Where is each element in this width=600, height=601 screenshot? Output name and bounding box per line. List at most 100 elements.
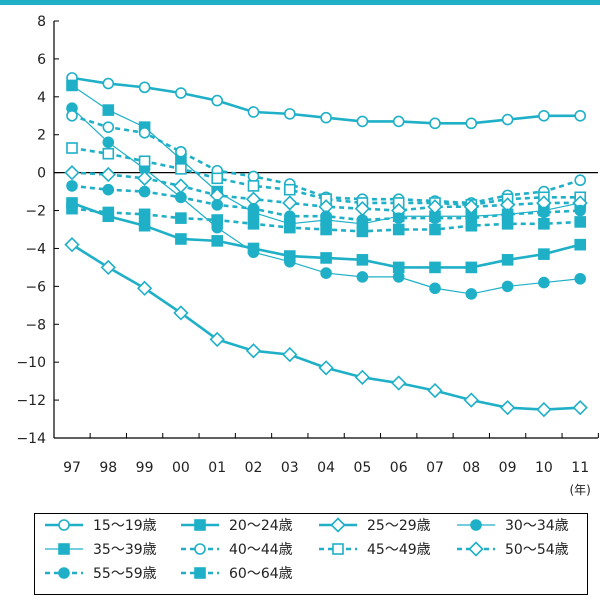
data-point — [538, 206, 550, 219]
data-point — [354, 369, 371, 385]
data-point — [574, 174, 587, 187]
data-point — [211, 199, 223, 211]
data-point — [283, 221, 296, 234]
legend-label: 55〜59歳 — [93, 566, 157, 582]
legend-marker — [468, 541, 484, 557]
legend-entry: 60〜64歳 — [179, 562, 293, 584]
data-point — [64, 237, 80, 253]
legend-swatch — [45, 519, 83, 531]
data-point — [392, 261, 405, 274]
data-point — [102, 136, 115, 149]
series-9 — [66, 180, 587, 226]
x-tick-label: 02 — [245, 460, 263, 476]
data-point — [465, 288, 478, 300]
y-tick-label: 0 — [37, 166, 46, 182]
legend-marker — [330, 517, 346, 533]
data-point — [211, 235, 223, 247]
y-tick-label: −2 — [25, 204, 46, 220]
legend-label: 35〜39歳 — [93, 542, 157, 558]
y-tick-label: −6 — [25, 279, 46, 295]
data-point — [320, 267, 332, 279]
data-point — [538, 248, 550, 260]
legend-marker — [58, 567, 70, 579]
data-point — [175, 212, 187, 224]
data-point — [392, 212, 405, 224]
data-point — [356, 254, 369, 266]
data-point — [209, 331, 225, 348]
legend-marker — [58, 543, 70, 555]
y-tick-label: −14 — [16, 431, 46, 447]
data-point — [318, 360, 334, 376]
legend-entry: 15〜19歳 — [43, 514, 157, 536]
data-point — [102, 121, 115, 133]
legend-label: 40〜44歳 — [229, 542, 293, 558]
data-point — [66, 142, 78, 154]
data-point — [247, 218, 260, 230]
data-point — [501, 218, 514, 230]
data-point — [392, 271, 405, 283]
x-tick-label: 07 — [426, 460, 444, 476]
data-point — [572, 400, 588, 416]
legend-label: 20〜24歳 — [229, 518, 293, 534]
x-tick-label: 00 — [172, 460, 190, 476]
data-point — [211, 172, 223, 185]
data-point — [427, 382, 443, 399]
series-4 — [66, 102, 587, 300]
series-10 — [66, 202, 587, 238]
data-point — [247, 180, 260, 192]
data-point — [245, 343, 262, 359]
data-point — [501, 280, 514, 293]
data-point — [282, 195, 298, 211]
data-point — [102, 183, 115, 196]
data-point — [574, 109, 587, 122]
data-point — [429, 282, 441, 295]
data-point — [465, 117, 478, 130]
data-point — [320, 223, 332, 236]
data-point — [66, 202, 78, 215]
data-point — [320, 210, 332, 223]
data-point — [465, 261, 478, 274]
x-tick-label: 06 — [390, 460, 408, 476]
data-point — [175, 233, 187, 245]
series-8 — [64, 165, 588, 219]
data-point — [102, 77, 115, 90]
x-tick-label: 03 — [281, 460, 299, 476]
legend-label: 15〜19歳 — [93, 518, 157, 534]
legend-marker — [58, 519, 70, 531]
data-point — [282, 346, 298, 363]
legend-swatch — [457, 519, 495, 531]
data-point — [173, 178, 189, 194]
data-point — [320, 111, 332, 124]
data-point — [102, 147, 115, 160]
data-point — [138, 155, 151, 168]
data-point — [320, 252, 332, 264]
data-point — [392, 115, 405, 128]
data-point — [283, 183, 296, 196]
legend-swatch — [319, 543, 357, 555]
data-point — [138, 185, 151, 198]
data-point — [538, 218, 550, 230]
data-point — [247, 246, 260, 259]
data-point — [247, 170, 260, 183]
legend-marker — [470, 519, 482, 531]
x-tick-label: 08 — [462, 460, 480, 476]
y-tick-label: 6 — [37, 52, 46, 68]
x-tick-label: 98 — [99, 460, 117, 476]
data-point — [175, 87, 187, 99]
data-point — [283, 210, 296, 223]
data-point — [429, 261, 441, 274]
data-point — [66, 109, 78, 122]
legend-label: 45〜49歳 — [367, 542, 431, 558]
x-tick-label: 09 — [499, 460, 517, 476]
data-point — [138, 219, 151, 232]
x-tick-label: 11 — [571, 460, 589, 476]
legend-entry: 20〜24歳 — [179, 514, 293, 536]
series-1 — [66, 72, 587, 130]
data-point — [538, 276, 550, 289]
data-point — [574, 216, 587, 228]
data-point — [100, 259, 116, 276]
legend-entry: 30〜34歳 — [455, 514, 569, 536]
legend-label: 30〜34歳 — [505, 518, 569, 534]
data-point — [391, 375, 407, 391]
data-point — [429, 223, 441, 236]
